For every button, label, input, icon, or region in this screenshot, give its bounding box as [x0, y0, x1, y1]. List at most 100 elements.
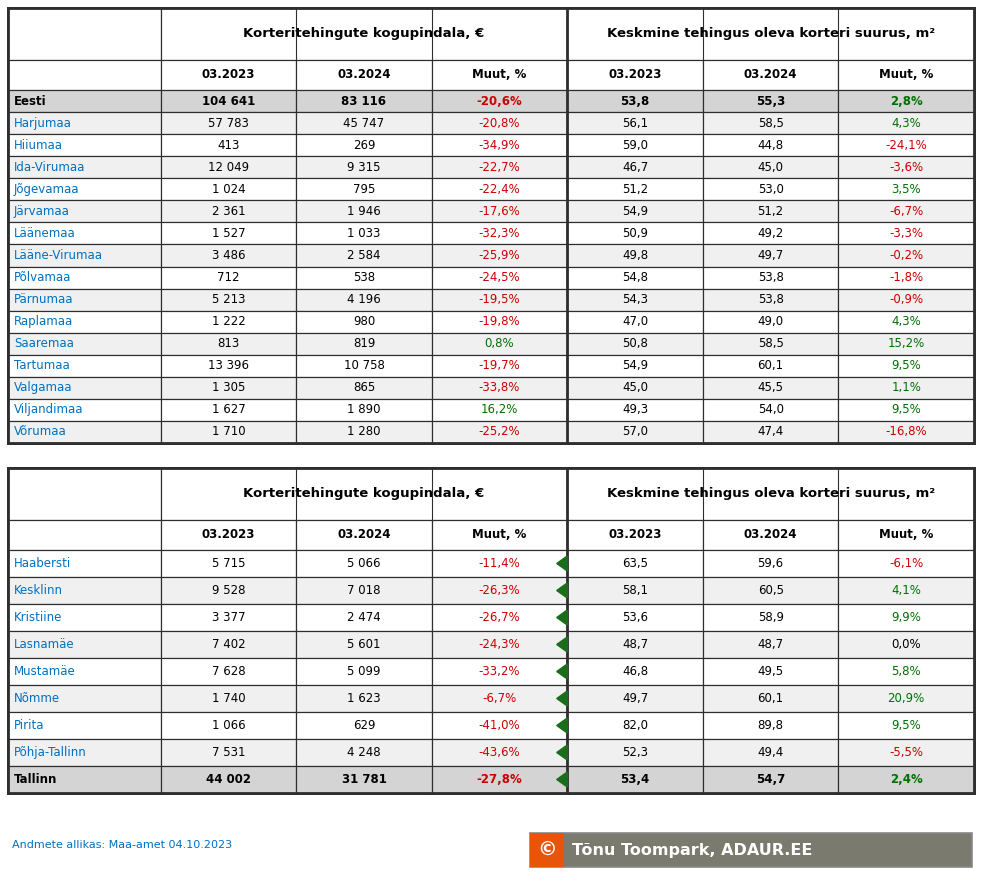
Bar — [703, 289, 839, 311]
Text: 45,5: 45,5 — [758, 382, 784, 395]
Text: 20,9%: 20,9% — [888, 692, 925, 705]
Bar — [703, 134, 839, 156]
Bar — [8, 766, 161, 793]
Bar — [703, 60, 839, 90]
Text: Tartumaa: Tartumaa — [14, 360, 70, 372]
Text: 1 627: 1 627 — [211, 403, 246, 416]
Bar — [432, 332, 568, 354]
Text: 83 116: 83 116 — [342, 94, 387, 108]
Bar — [8, 520, 161, 550]
Bar — [161, 8, 568, 60]
Bar — [568, 156, 703, 178]
Text: 4,3%: 4,3% — [892, 116, 921, 130]
Bar — [8, 311, 161, 332]
Bar — [8, 685, 161, 712]
Text: 53,6: 53,6 — [622, 611, 648, 624]
Text: -43,6%: -43,6% — [478, 746, 520, 759]
Bar — [297, 156, 432, 178]
Bar — [568, 658, 703, 685]
Text: 12 049: 12 049 — [208, 161, 249, 174]
Bar — [432, 577, 568, 604]
Text: 813: 813 — [217, 337, 240, 350]
Text: 51,2: 51,2 — [622, 183, 648, 196]
Text: -1,8%: -1,8% — [889, 271, 923, 284]
Bar — [839, 577, 974, 604]
Bar — [839, 178, 974, 200]
Text: 03.2024: 03.2024 — [337, 528, 391, 542]
Bar — [703, 399, 839, 421]
Bar — [8, 604, 161, 631]
Text: 104 641: 104 641 — [201, 94, 255, 108]
Text: Tõnu Toompark, ADAUR.EE: Tõnu Toompark, ADAUR.EE — [572, 843, 812, 858]
Text: 2,8%: 2,8% — [890, 94, 923, 108]
Bar — [432, 766, 568, 793]
Bar — [161, 200, 297, 222]
Bar — [568, 60, 703, 90]
Bar — [432, 354, 568, 377]
Text: 45,0: 45,0 — [758, 161, 784, 174]
Bar — [839, 685, 974, 712]
Text: 1,1%: 1,1% — [892, 382, 921, 395]
Text: -33,2%: -33,2% — [479, 665, 520, 678]
Text: 56,1: 56,1 — [622, 116, 648, 130]
Bar — [839, 332, 974, 354]
Bar — [8, 289, 161, 311]
Text: 60,5: 60,5 — [758, 584, 784, 597]
Bar — [568, 550, 703, 577]
Polygon shape — [557, 691, 568, 706]
Text: -24,3%: -24,3% — [478, 638, 520, 651]
Text: -19,8%: -19,8% — [478, 315, 520, 328]
Bar — [8, 421, 161, 443]
Text: 1 527: 1 527 — [211, 227, 246, 240]
Bar — [703, 631, 839, 658]
Text: 54,9: 54,9 — [622, 205, 648, 218]
Text: 1 890: 1 890 — [348, 403, 381, 416]
Bar — [703, 267, 839, 289]
Text: Viljandimaa: Viljandimaa — [14, 403, 83, 416]
Bar — [8, 377, 161, 399]
Text: Muut, %: Muut, % — [472, 528, 526, 542]
Bar — [8, 399, 161, 421]
Text: -11,4%: -11,4% — [478, 557, 520, 570]
Bar — [432, 631, 568, 658]
Text: 53,0: 53,0 — [758, 183, 784, 196]
Text: 1 280: 1 280 — [348, 425, 381, 438]
Bar — [297, 739, 432, 766]
Text: Korteritehingute kogupindala, €: Korteritehingute kogupindala, € — [244, 27, 484, 40]
Bar — [432, 520, 568, 550]
Bar — [839, 377, 974, 399]
Bar — [703, 685, 839, 712]
Text: 45,0: 45,0 — [622, 382, 648, 395]
Bar — [568, 739, 703, 766]
Text: -5,5%: -5,5% — [890, 746, 923, 759]
Text: 4,3%: 4,3% — [892, 315, 921, 328]
Bar — [839, 658, 974, 685]
Bar — [297, 178, 432, 200]
Bar — [8, 8, 161, 60]
Text: 1 623: 1 623 — [348, 692, 381, 705]
Text: Lääne-Virumaa: Lääne-Virumaa — [14, 249, 103, 262]
Text: 5 715: 5 715 — [212, 557, 246, 570]
Text: -26,3%: -26,3% — [478, 584, 520, 597]
Text: 03.2023: 03.2023 — [609, 68, 662, 81]
Text: 865: 865 — [353, 382, 375, 395]
Text: 2 361: 2 361 — [211, 205, 246, 218]
Text: 49,7: 49,7 — [622, 692, 648, 705]
Text: 712: 712 — [217, 271, 240, 284]
Text: 47,4: 47,4 — [757, 425, 784, 438]
Bar — [432, 267, 568, 289]
Bar — [297, 399, 432, 421]
Text: 15,2%: 15,2% — [888, 337, 925, 350]
Text: -41,0%: -41,0% — [478, 719, 520, 732]
Bar — [297, 421, 432, 443]
Text: 55,3: 55,3 — [756, 94, 786, 108]
Bar — [568, 399, 703, 421]
Bar — [839, 399, 974, 421]
Text: Võrumaa: Võrumaa — [14, 425, 67, 438]
Bar — [8, 658, 161, 685]
Bar — [8, 244, 161, 267]
Bar — [161, 399, 297, 421]
Text: 31 781: 31 781 — [342, 773, 386, 786]
Bar — [297, 311, 432, 332]
Bar — [297, 354, 432, 377]
